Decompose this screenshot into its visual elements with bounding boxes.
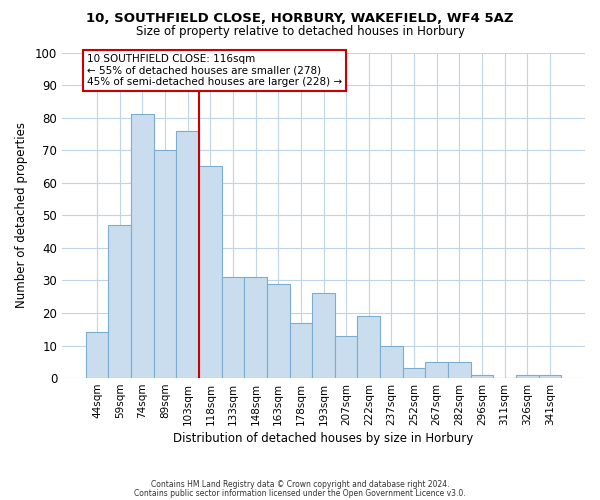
Bar — [86, 332, 109, 378]
Bar — [335, 336, 358, 378]
Bar — [516, 375, 539, 378]
Text: Contains public sector information licensed under the Open Government Licence v3: Contains public sector information licen… — [134, 488, 466, 498]
Bar — [131, 114, 154, 378]
Text: 10 SOUTHFIELD CLOSE: 116sqm
← 55% of detached houses are smaller (278)
45% of se: 10 SOUTHFIELD CLOSE: 116sqm ← 55% of det… — [87, 54, 342, 88]
Bar — [244, 277, 267, 378]
Bar — [380, 346, 403, 378]
Text: Size of property relative to detached houses in Horbury: Size of property relative to detached ho… — [136, 25, 464, 38]
Text: Contains HM Land Registry data © Crown copyright and database right 2024.: Contains HM Land Registry data © Crown c… — [151, 480, 449, 489]
Bar — [403, 368, 425, 378]
X-axis label: Distribution of detached houses by size in Horbury: Distribution of detached houses by size … — [173, 432, 473, 445]
Bar — [109, 225, 131, 378]
Bar — [154, 150, 176, 378]
Text: 10, SOUTHFIELD CLOSE, HORBURY, WAKEFIELD, WF4 5AZ: 10, SOUTHFIELD CLOSE, HORBURY, WAKEFIELD… — [86, 12, 514, 26]
Bar — [358, 316, 380, 378]
Bar — [425, 362, 448, 378]
Bar — [221, 277, 244, 378]
Bar — [199, 166, 221, 378]
Bar — [176, 130, 199, 378]
Y-axis label: Number of detached properties: Number of detached properties — [15, 122, 28, 308]
Bar — [539, 375, 561, 378]
Bar — [290, 322, 312, 378]
Bar — [470, 375, 493, 378]
Bar — [267, 284, 290, 378]
Bar — [312, 294, 335, 378]
Bar — [448, 362, 470, 378]
